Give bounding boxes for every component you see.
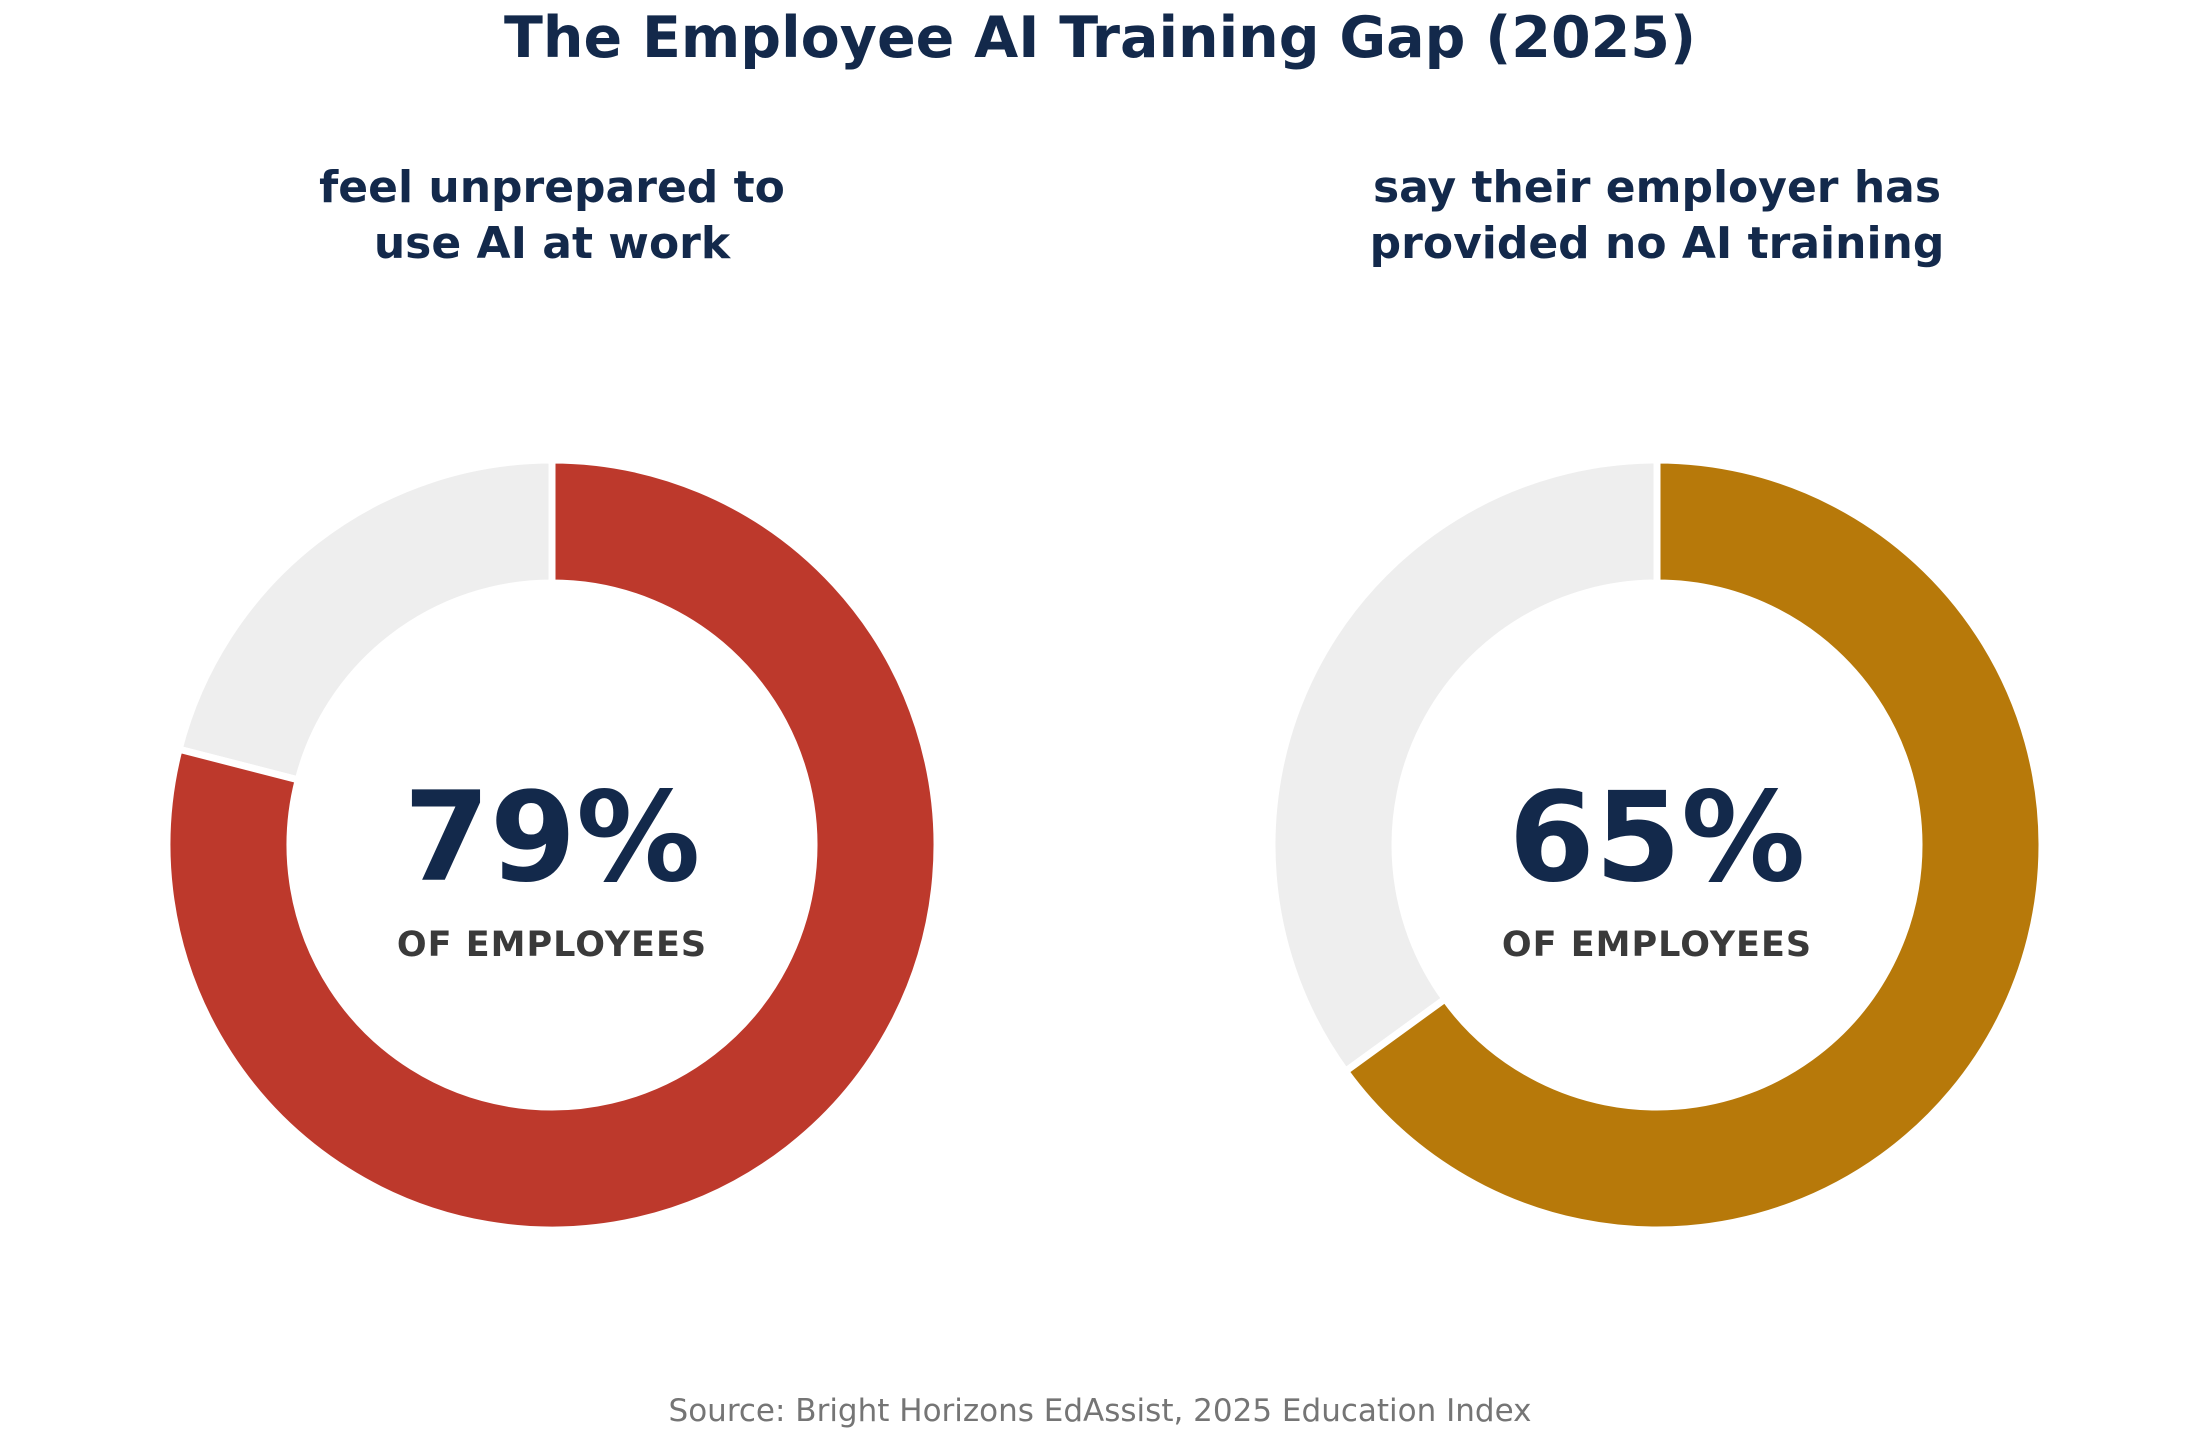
chart-title: The Employee AI Training Gap (2025) <box>504 5 1696 71</box>
value-slice <box>1340 456 2046 1234</box>
value-slice <box>163 456 941 1234</box>
remainder-slice <box>174 456 556 785</box>
donut-subtitle: feel unprepared to use AI at work <box>112 160 992 272</box>
subtitle-line-1: say their employer has <box>1372 162 1942 213</box>
donut-chart-no-training: 65% OF EMPLOYEES <box>1268 456 2046 1234</box>
donut-panel-unprepared: feel unprepared to use AI at work 79% OF… <box>112 160 992 1234</box>
donut-panel-no-training: say their employer has provided no AI tr… <box>1217 160 2097 1234</box>
center-label: OF EMPLOYEES <box>397 925 707 965</box>
donut-subtitle: say their employer has provided no AI tr… <box>1217 160 2097 272</box>
subtitle-line-1: feel unprepared to <box>319 162 785 213</box>
subtitle-line-2: use AI at work <box>373 218 731 269</box>
donut-chart-unprepared: 79% OF EMPLOYEES <box>163 456 941 1234</box>
subtitle-line-2: provided no AI training <box>1369 218 1945 269</box>
remainder-slice <box>1268 456 1661 1077</box>
percentage-value: 65% <box>1509 766 1806 910</box>
center-label: OF EMPLOYEES <box>1502 925 1812 965</box>
source-note: Source: Bright Horizons EdAssist, 2025 E… <box>668 1393 1532 1429</box>
percentage-value: 79% <box>404 766 701 910</box>
